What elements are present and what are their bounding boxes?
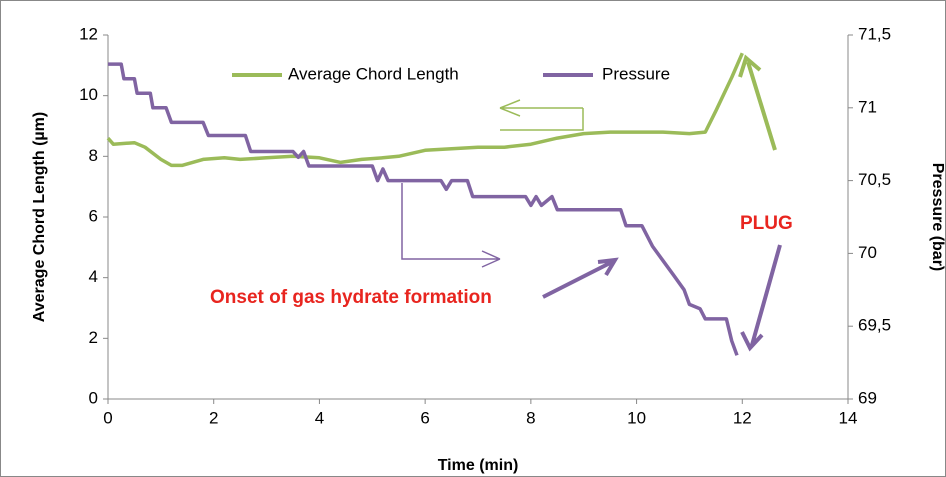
x-tick-label: 8 <box>526 408 535 427</box>
data-line <box>108 62 739 356</box>
y2-tick-label: 69,5 <box>858 316 891 335</box>
bracket-arrows <box>401 99 584 268</box>
arrows <box>542 54 782 352</box>
y2-axis-title: Pressure (bar) <box>929 163 946 272</box>
x-tick-label: 0 <box>103 408 112 427</box>
y-tick-label: 8 <box>89 146 98 165</box>
y-axis-title: Average Chord Length (µm) <box>31 112 48 322</box>
x-tick-label: 12 <box>733 408 752 427</box>
annotation: PLUG <box>740 213 793 234</box>
arrow <box>542 257 619 299</box>
arrow <box>499 99 584 131</box>
legend-label: Pressure <box>602 64 670 83</box>
y2-tick-label: 71 <box>858 97 877 116</box>
annotation: Onset of gas hydrate formation <box>210 287 492 308</box>
y-tick-label: 0 <box>89 388 98 407</box>
y-tick-label: 6 <box>89 206 98 225</box>
x-tick-label: 6 <box>420 408 429 427</box>
x-tick-label: 4 <box>315 408 324 427</box>
y2-tick-label: 71,5 <box>858 24 891 43</box>
x-tick-label: 10 <box>627 408 646 427</box>
legend-label: Average Chord Length <box>288 64 459 83</box>
arrow <box>738 54 777 151</box>
y-tick-label: 2 <box>89 328 98 347</box>
arrow <box>401 183 501 268</box>
y-tick-label: 4 <box>89 267 98 286</box>
data-line <box>106 52 744 168</box>
x-tick-label: 2 <box>209 408 218 427</box>
y2-tick-label: 69 <box>858 388 877 407</box>
x-tick-label: 14 <box>839 408 858 427</box>
y2-tick-label: 70 <box>858 243 877 262</box>
y-tick-label: 12 <box>79 24 98 43</box>
arrow <box>740 244 782 352</box>
y2-tick-label: 70,5 <box>858 170 891 189</box>
x-axis-title: Time (min) <box>438 457 519 474</box>
y-tick-label: 10 <box>79 85 98 104</box>
